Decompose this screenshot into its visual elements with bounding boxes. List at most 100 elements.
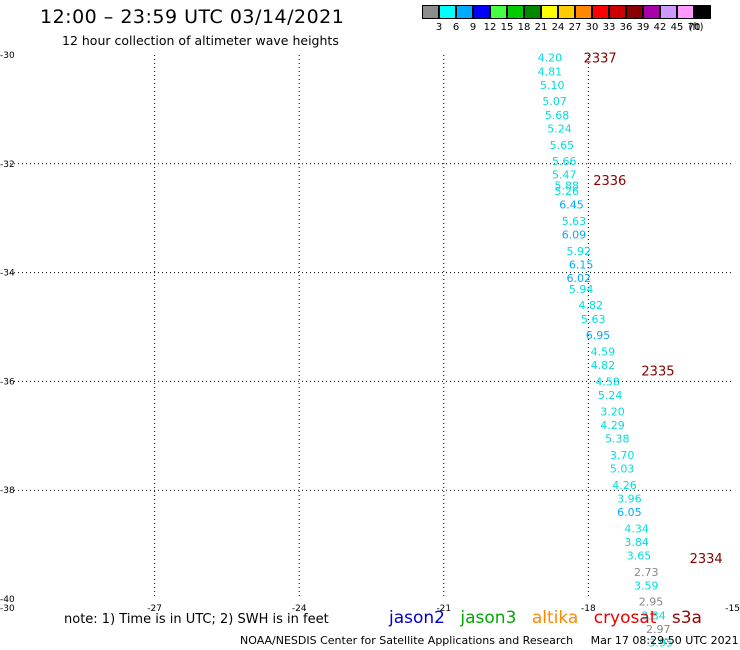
swh-value: 5.68 [545, 109, 570, 122]
swh-value: 4.59 [591, 345, 616, 358]
y-tick-label: -38 [0, 486, 15, 496]
swh-value: 3.20 [600, 405, 625, 418]
color-bin-label: 9 [469, 22, 477, 33]
color-bin-label: 33 [602, 22, 616, 33]
swh-value: 5.38 [605, 433, 630, 446]
y-tick-label: -34 [0, 269, 15, 279]
color-bin-39 [626, 5, 643, 19]
color-bin-label: 39 [636, 22, 650, 33]
color-scale-legend: 3 6 9 12 15 18 21 24 27 30 33 36 39 42 45 70 (ft) [422, 5, 732, 37]
swh-value: 5.63 [562, 215, 587, 228]
swh-value: 5.66 [552, 155, 577, 168]
color-bin-3 [422, 5, 439, 19]
color-bin-6 [439, 5, 456, 19]
swh-value: 4.20 [538, 52, 563, 65]
time-label: 2336 [593, 174, 626, 189]
color-bin-label: 45 [670, 22, 684, 33]
swh-value: 6.09 [562, 229, 587, 242]
color-bin-33 [592, 5, 609, 19]
satellite-jason2: jason2 [389, 608, 445, 628]
color-bin-label: 27 [568, 22, 582, 33]
swh-value: 3.65 [627, 549, 652, 562]
color-bin-9 [456, 5, 473, 19]
swh-value: 3.95 [648, 637, 673, 650]
satellite-s3a: s3a [671, 608, 702, 628]
swh-value: 5.65 [550, 139, 575, 152]
y-tick-label: -32 [0, 160, 15, 170]
swh-value: 3.96 [617, 492, 642, 505]
swh-value: 4.58 [595, 375, 620, 388]
x-tick-label: -15 [725, 604, 740, 614]
color-bin-45 [660, 5, 677, 19]
swh-value: 5.88 [554, 180, 579, 193]
time-label: 2335 [641, 365, 674, 380]
color-bin-label: 15 [500, 22, 514, 33]
satellite-legend: jason2 jason3 altika cryosat s3a [389, 608, 712, 628]
footer: NOAA/NESDIS Center for Satellite Applica… [240, 634, 739, 647]
satellite-altika: altika [531, 608, 579, 628]
swh-value: 4.82 [591, 359, 616, 372]
color-bin-21 [524, 5, 541, 19]
swh-value: 5.03 [610, 462, 635, 475]
color-bin-24 [541, 5, 558, 19]
swh-value: 6.15 [569, 258, 594, 271]
color-bin-12 [473, 5, 490, 19]
swh-value: 2.95 [639, 596, 664, 609]
swh-value: 5.63 [581, 313, 606, 326]
color-bin-label: 21 [534, 22, 548, 33]
color-bin-label: 12 [483, 22, 497, 33]
note-text: note: 1) Time is in UTC; 2) SWH is in fe… [64, 612, 329, 627]
chart-title: 12:00 – 23:59 UTC 03/14/2021 [40, 6, 345, 28]
y-tick-label: -36 [0, 377, 15, 387]
color-bin-30 [575, 5, 592, 19]
color-bin-label: 18 [517, 22, 531, 33]
swh-value: 2.97 [646, 623, 671, 636]
x-tick-label: -27 [147, 604, 162, 614]
swh-value: 2.73 [634, 566, 659, 579]
swh-value: 6.95 [586, 329, 611, 342]
swh-value: 4.34 [624, 522, 649, 535]
color-bin-70 [677, 5, 694, 19]
color-bin-label: 70 [687, 22, 701, 33]
swh-value: 6.02 [567, 272, 592, 285]
x-tick-label: -24 [292, 604, 307, 614]
color-scale-unit: (ft) [688, 22, 704, 33]
color-bin-label: 24 [551, 22, 565, 33]
color-bin-42 [643, 5, 660, 19]
color-bin-label: 6 [452, 22, 460, 33]
color-bin-max [694, 5, 711, 19]
time-label: 2337 [584, 52, 617, 67]
color-bin-15 [490, 5, 507, 19]
swh-value: 6.05 [617, 506, 642, 519]
swh-value: 5.24 [598, 389, 623, 402]
swh-value: 5.26 [554, 185, 579, 198]
color-bin-label: 30 [585, 22, 599, 33]
color-bin-18 [507, 5, 524, 19]
swh-value: 6.45 [559, 199, 584, 212]
x-tick-label: -18 [581, 604, 596, 614]
swh-value: 4.29 [600, 419, 625, 432]
y-tick-label: -40 [0, 595, 15, 605]
swh-value: 3.70 [610, 449, 635, 462]
y-tick-label: -30 [0, 51, 15, 61]
x-tick-label: -30 [0, 604, 15, 614]
swh-value: 5.92 [567, 245, 592, 258]
swh-value: 3.59 [634, 579, 659, 592]
color-bin-27 [558, 5, 575, 19]
swh-value: 5.07 [542, 95, 567, 108]
swh-value: 5.24 [547, 122, 572, 135]
swh-value: 4.81 [538, 65, 563, 78]
color-bin-label: 36 [619, 22, 633, 33]
color-bin-36 [609, 5, 626, 19]
satellite-jason3: jason3 [460, 608, 517, 628]
swh-value: 3.84 [624, 536, 649, 549]
swh-value: 5.47 [552, 169, 577, 182]
swh-value: 4.82 [579, 299, 604, 312]
footer-timestamp: Mar 17 08:29:50 UTC 2021 [590, 634, 739, 647]
color-bin-label: 42 [653, 22, 667, 33]
swh-value: 5.94 [569, 283, 594, 296]
satellite-cryosat: cryosat [593, 608, 657, 628]
swh-value: 3.34 [641, 609, 666, 622]
chart-subtitle: 12 hour collection of altimeter wave hei… [62, 33, 339, 48]
